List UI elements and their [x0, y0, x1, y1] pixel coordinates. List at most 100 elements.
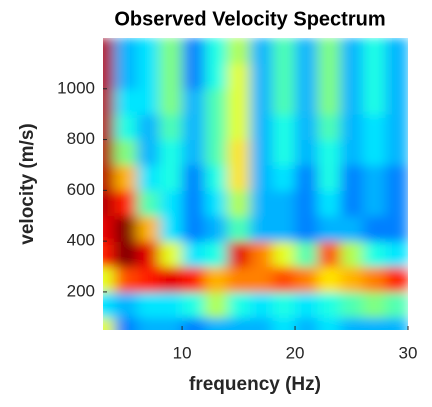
heatmap-cell — [227, 241, 251, 268]
heatmap-cell — [182, 63, 206, 90]
heatmap-cell — [136, 215, 161, 242]
heatmap-cell — [362, 266, 387, 293]
heatmap-cell — [204, 291, 228, 318]
heatmap-cell — [159, 266, 183, 293]
heatmap-cell — [340, 317, 364, 330]
heatmap-cell — [249, 38, 274, 64]
heatmap-cell — [385, 215, 408, 242]
heatmap-cell — [317, 241, 341, 268]
heatmap-cell — [204, 38, 228, 64]
heatmap-cell — [295, 88, 319, 115]
heatmap-cell — [182, 38, 206, 64]
heatmap-cell — [227, 215, 251, 242]
heatmap-cell — [385, 38, 408, 64]
heatmap-cell — [249, 114, 274, 141]
heatmap-cell — [114, 164, 138, 191]
heatmap-cell — [182, 291, 206, 318]
heatmap-cell — [204, 215, 228, 242]
heatmap-cell — [385, 266, 408, 293]
axes: 10 20 30 200 400 600 800 1000 — [57, 78, 417, 362]
heatmap-cell — [295, 38, 319, 64]
heatmap-cell — [272, 317, 296, 330]
heatmap-cell — [103, 88, 115, 115]
heatmap-cell — [159, 88, 183, 115]
heatmap-cell — [362, 241, 387, 268]
heatmap-cell — [295, 139, 319, 166]
heatmap-cell — [136, 139, 161, 166]
heatmap-cell — [227, 139, 251, 166]
x-tick-label: 30 — [399, 343, 418, 362]
y-axis-label: velocity (m/s) — [17, 123, 38, 244]
heatmap-cell — [340, 114, 364, 141]
heatmap-cell — [317, 164, 341, 191]
heatmap-cell — [227, 88, 251, 115]
heatmap-cell — [114, 215, 138, 242]
heatmap-cell — [204, 88, 228, 115]
heatmap-cell — [227, 63, 251, 90]
heatmap-cell — [272, 88, 296, 115]
heatmap-cell — [317, 139, 341, 166]
heatmap-cell — [317, 215, 341, 242]
heatmap-cell — [136, 88, 161, 115]
heatmap-cell — [114, 241, 138, 268]
heatmap-cell — [385, 291, 408, 318]
heatmap-cell — [114, 63, 138, 90]
heatmap-cell — [204, 139, 228, 166]
heatmap-cell — [362, 114, 387, 141]
heatmap-cell — [136, 164, 161, 191]
heatmap-cell — [362, 164, 387, 191]
heatmap-cell — [295, 190, 319, 217]
heatmap-cell — [385, 139, 408, 166]
heatmap-cell — [103, 63, 115, 90]
heatmap-cell — [136, 38, 161, 64]
heatmap-cell — [362, 317, 387, 330]
heatmap-cell — [362, 88, 387, 115]
heatmap-cell — [249, 317, 274, 330]
heatmap-cell — [136, 63, 161, 90]
heatmap-cell — [295, 63, 319, 90]
heatmap-cell — [317, 266, 341, 293]
x-axis-label: frequency (Hz) — [189, 374, 321, 395]
heatmap-cell — [182, 215, 206, 242]
heatmap-cell — [249, 164, 274, 191]
heatmap-cell — [295, 291, 319, 318]
heatmap — [103, 38, 408, 330]
heatmap-cell — [114, 291, 138, 318]
heatmap-cell — [340, 190, 364, 217]
chart-title: Observed Velocity Spectrum — [114, 8, 385, 30]
heatmap-cell — [249, 139, 274, 166]
heatmap-cell — [249, 63, 274, 90]
heatmap-cell — [114, 139, 138, 166]
heatmap-cell — [340, 215, 364, 242]
heatmap-cell — [103, 291, 115, 318]
heatmap-cell — [317, 38, 341, 64]
heatmap-cell — [385, 164, 408, 191]
heatmap-cell — [340, 266, 364, 293]
heatmap-cell — [136, 266, 161, 293]
heatmap-cell — [362, 190, 387, 217]
heatmap-cell — [182, 139, 206, 166]
heatmap-cell — [114, 114, 138, 141]
heatmap-cell — [340, 241, 364, 268]
heatmap-cell — [136, 291, 161, 318]
heatmap-cell — [340, 291, 364, 318]
heatmap-cell — [136, 317, 161, 330]
y-tick-label: 400 — [67, 231, 95, 250]
heatmap-cell — [317, 190, 341, 217]
heatmap-cell — [159, 215, 183, 242]
heatmap-cell — [159, 63, 183, 90]
heatmap-cell — [272, 63, 296, 90]
heatmap-cell — [295, 317, 319, 330]
x-tick-label: 20 — [286, 343, 305, 362]
heatmap-cell — [136, 190, 161, 217]
heatmap-cell — [159, 114, 183, 141]
heatmap-cell — [182, 114, 206, 141]
heatmap-cell — [317, 291, 341, 318]
heatmap-cell — [385, 190, 408, 217]
heatmap-cell — [385, 317, 408, 330]
heatmap-cell — [340, 164, 364, 191]
heatmap-cell — [182, 164, 206, 191]
heatmap-cell — [272, 266, 296, 293]
heatmap-cell — [362, 139, 387, 166]
